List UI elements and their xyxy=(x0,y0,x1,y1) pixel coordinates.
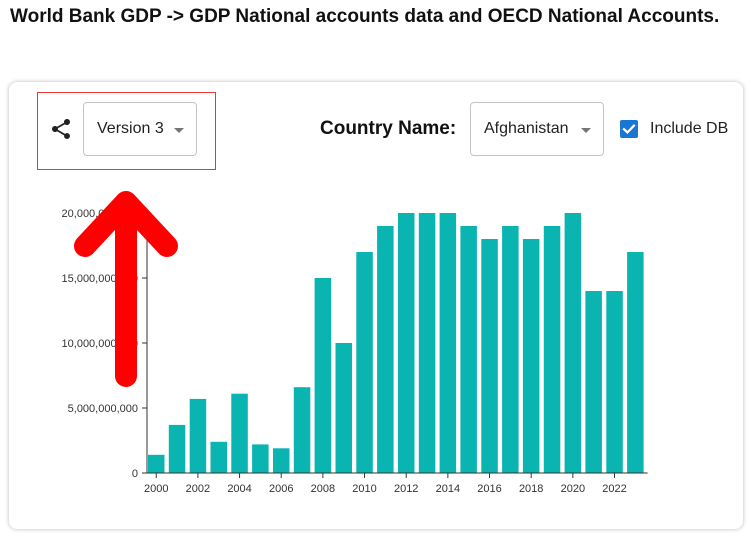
include-db-label: Include DB xyxy=(650,120,729,137)
bar-2007[interactable] xyxy=(293,387,311,473)
bar-2003[interactable] xyxy=(210,441,228,473)
chevron-down-icon xyxy=(581,128,591,133)
country-name-label: Country Name: xyxy=(320,118,457,139)
bar-2019[interactable] xyxy=(543,226,561,473)
page-title: World Bank GDP -> GDP National accounts … xyxy=(10,6,720,27)
y-tick-label: 20,000,000,000 xyxy=(62,208,138,220)
bar-2016[interactable] xyxy=(481,239,498,473)
version-select[interactable]: Version 3 xyxy=(83,102,197,156)
bars-group xyxy=(148,213,644,473)
country-select[interactable]: Afghanistan xyxy=(470,102,604,156)
bar-2001[interactable] xyxy=(168,424,186,473)
bar-2013[interactable] xyxy=(418,213,436,473)
x-tick-label: 2012 xyxy=(394,483,418,495)
bar-2002[interactable] xyxy=(189,398,207,473)
bar-2006[interactable] xyxy=(273,448,290,473)
y-tick-label: 10,000,000,000 xyxy=(62,338,138,350)
bar-2023[interactable] xyxy=(627,252,644,473)
y-tick-label: 15,000,000,000 xyxy=(62,273,138,285)
include-db-checkbox[interactable] xyxy=(620,120,638,138)
chevron-down-icon xyxy=(174,128,184,133)
country-select-value: Afghanistan xyxy=(484,120,569,137)
x-tick-label: 2000 xyxy=(144,483,168,495)
bar-2012[interactable] xyxy=(398,213,415,473)
bar-2009[interactable] xyxy=(335,343,353,473)
bar-2011[interactable] xyxy=(377,226,394,473)
x-tick-label: 2002 xyxy=(186,483,210,495)
x-tick-label: 2014 xyxy=(436,483,460,495)
bar-2000[interactable] xyxy=(148,454,165,473)
bar-2004[interactable] xyxy=(231,393,248,473)
bar-2022[interactable] xyxy=(606,291,623,473)
bar-2020[interactable] xyxy=(564,213,582,473)
y-tick-label: 5,000,000,000 xyxy=(68,403,138,415)
x-tick-label: 2016 xyxy=(477,483,501,495)
bar-2017[interactable] xyxy=(502,226,519,473)
bar-2014[interactable] xyxy=(439,213,457,473)
y-tick-label: 0 xyxy=(132,468,138,480)
bar-2010[interactable] xyxy=(356,252,373,473)
bar-2018[interactable] xyxy=(522,239,540,473)
x-tick-label: 2022 xyxy=(602,483,626,495)
bar-2008[interactable] xyxy=(314,278,332,473)
x-tick-label: 2018 xyxy=(519,483,543,495)
highlight-box xyxy=(37,92,216,170)
x-tick-label: 2006 xyxy=(269,483,293,495)
checkmark-icon xyxy=(622,124,636,134)
x-tick-label: 2020 xyxy=(561,483,585,495)
x-tick-label: 2010 xyxy=(352,483,376,495)
version-select-value: Version 3 xyxy=(97,120,164,137)
share-icon[interactable] xyxy=(49,117,73,141)
x-tick-label: 2004 xyxy=(227,483,251,495)
bar-2021[interactable] xyxy=(585,291,602,473)
x-tick-label: 2008 xyxy=(311,483,335,495)
bar-2005[interactable] xyxy=(252,444,269,473)
bar-2015[interactable] xyxy=(460,226,477,473)
